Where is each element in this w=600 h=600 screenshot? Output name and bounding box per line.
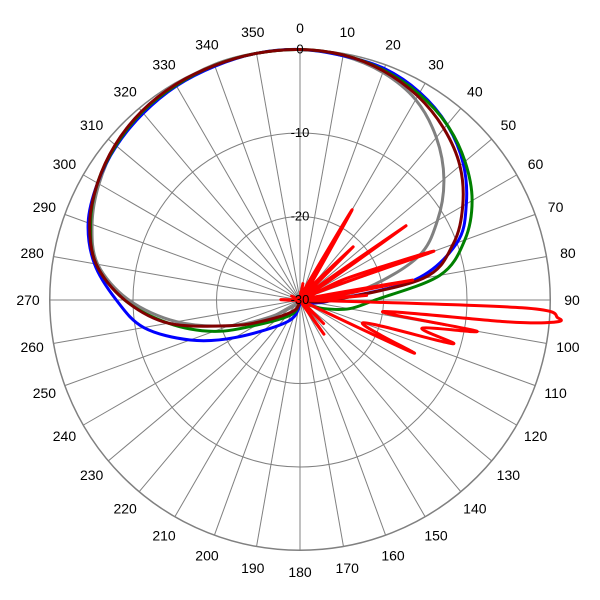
angle-tick-label: 30 [428, 56, 444, 72]
grid-spoke [299, 174, 517, 301]
angle-tick-label: 60 [528, 156, 544, 172]
radial-tick-label: -10 [291, 125, 310, 140]
angle-tick-label: 0 [296, 20, 304, 36]
angle-tick-label: 350 [241, 24, 265, 40]
series-line-5 [279, 208, 563, 355]
angle-tick-label: 240 [53, 428, 77, 444]
series-lines [86, 47, 563, 355]
angle-tick-label: 260 [20, 339, 44, 355]
grid-spoke [299, 299, 536, 386]
angle-tick-label: 220 [113, 500, 137, 516]
grid-spoke [64, 214, 301, 301]
grid-spoke [256, 299, 301, 547]
angle-tick-label: 150 [424, 528, 448, 544]
angle-tick-label: 310 [80, 117, 104, 133]
grid-spoke [108, 138, 301, 301]
grid-spoke [299, 299, 517, 426]
grid-spoke [299, 299, 462, 492]
grid-spoke [299, 53, 344, 301]
angle-tick-label: 300 [53, 156, 77, 172]
angle-tick-label: 140 [463, 500, 487, 516]
grid-spoke [174, 299, 301, 517]
grid-spoke [299, 64, 386, 301]
angle-tick-label: 120 [524, 428, 548, 444]
grid-spoke [138, 299, 301, 492]
angle-tick-label: 130 [497, 467, 521, 483]
grid-spoke [108, 299, 301, 462]
radial-tick-label: -30 [291, 292, 310, 307]
grid-spoke [174, 83, 301, 301]
angle-tick-label: 270 [16, 292, 40, 308]
angle-tick-label: 290 [33, 199, 57, 215]
grid-spoke [214, 64, 301, 301]
grid-spoke [299, 299, 426, 517]
angle-tick-label: 250 [33, 385, 57, 401]
grid-spoke [138, 108, 301, 301]
angle-tick-label: 110 [544, 385, 567, 401]
grid-spoke [64, 299, 301, 386]
grid-spoke [299, 299, 344, 547]
radial-labels: -30 -20 -10 0 [291, 42, 310, 308]
angle-tick-label: 230 [80, 467, 104, 483]
angle-tick-label: 340 [195, 36, 219, 52]
grid-spoke [83, 174, 301, 301]
grid-spoke [299, 299, 492, 462]
angle-tick-label: 320 [113, 84, 137, 100]
angle-tick-label: 190 [241, 560, 265, 576]
angle-tick-label: 70 [548, 199, 564, 215]
axis-labels: 0 10 20 30 40 50 60 70 80 90 100 110 120 130 140 150 160… [16, 20, 580, 580]
angle-tick-label: 330 [152, 56, 176, 72]
angle-tick-label: 20 [385, 36, 401, 52]
angle-tick-label: 40 [467, 84, 483, 100]
angle-tick-label: 100 [556, 339, 580, 355]
grid-spoke [299, 108, 462, 301]
angle-tick-label: 10 [339, 24, 355, 40]
angle-tick-label: 90 [564, 292, 580, 308]
angle-tick-label: 50 [501, 117, 517, 133]
radial-tick-label: 0 [296, 42, 303, 57]
angle-tick-label: 200 [195, 548, 219, 564]
grid-spoke [299, 299, 386, 536]
angle-tick-label: 210 [152, 528, 176, 544]
angle-tick-label: 170 [336, 560, 360, 576]
angle-tick-label: 280 [20, 245, 44, 261]
grid-spoke [214, 299, 301, 536]
angle-tick-label: 80 [560, 245, 576, 261]
grid-spoke [256, 53, 301, 301]
radial-tick-label: -20 [291, 209, 310, 224]
angle-tick-label: 160 [381, 548, 405, 564]
angle-tick-label: 180 [288, 564, 312, 580]
